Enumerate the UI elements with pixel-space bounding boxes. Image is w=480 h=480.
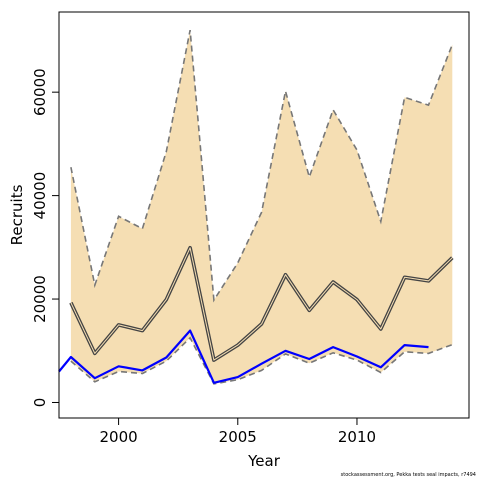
x-axis-label: Year <box>247 452 281 470</box>
series-lines-layer <box>58 29 454 385</box>
confidence-band-layer <box>70 30 453 384</box>
y-tick-label: 0 <box>31 398 49 408</box>
y-axis: 0 20000 40000 60000 <box>31 68 59 407</box>
x-tick-label: 2005 <box>219 428 257 446</box>
series-line-1-inner <box>70 247 453 361</box>
x-tick-label: 2010 <box>338 428 376 446</box>
series-line-4 <box>58 329 429 384</box>
series-line-3 <box>70 336 453 385</box>
y-tick-label: 20000 <box>31 275 49 323</box>
confidence-band <box>70 30 453 384</box>
plot-frame <box>58 11 470 419</box>
y-tick-label: 40000 <box>31 172 49 220</box>
x-tick-label: 2000 <box>99 428 137 446</box>
series-line-2 <box>70 29 454 303</box>
x-axis: 2000 2005 2010 <box>99 418 376 446</box>
footer-credit: stockassessment.org, Pekka tests seal im… <box>340 472 476 478</box>
y-tick-label: 60000 <box>31 68 49 116</box>
y-axis-label: Recruits <box>8 184 26 245</box>
